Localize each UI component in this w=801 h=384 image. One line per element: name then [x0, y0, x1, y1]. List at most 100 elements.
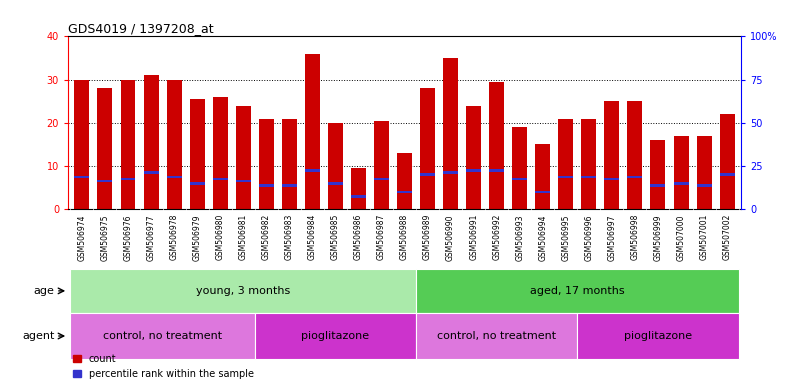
- Bar: [213, 97, 227, 209]
- Bar: [259, 119, 274, 209]
- Bar: [535, 144, 550, 209]
- Bar: [512, 127, 527, 209]
- Text: GSM506981: GSM506981: [239, 214, 248, 260]
- Text: age: age: [34, 286, 54, 296]
- Bar: [605, 178, 619, 180]
- Text: GSM506974: GSM506974: [78, 214, 87, 260]
- Text: control, no treatment: control, no treatment: [437, 331, 556, 341]
- Bar: [351, 168, 366, 209]
- Bar: [282, 184, 297, 187]
- Bar: [443, 171, 458, 174]
- Bar: [70, 313, 255, 359]
- Bar: [674, 136, 689, 209]
- Bar: [605, 101, 619, 209]
- Text: GSM506976: GSM506976: [123, 214, 132, 260]
- Bar: [143, 171, 159, 174]
- Text: GSM506977: GSM506977: [147, 214, 155, 260]
- Bar: [74, 80, 90, 209]
- Text: GSM506996: GSM506996: [585, 214, 594, 260]
- Bar: [697, 184, 711, 187]
- Bar: [674, 182, 689, 185]
- Bar: [255, 313, 416, 359]
- Text: GSM506978: GSM506978: [170, 214, 179, 260]
- Text: GDS4019 / 1397208_at: GDS4019 / 1397208_at: [68, 22, 214, 35]
- Text: GSM506980: GSM506980: [215, 214, 224, 260]
- Bar: [512, 178, 527, 180]
- Bar: [305, 169, 320, 172]
- Bar: [190, 182, 204, 185]
- Text: GSM506991: GSM506991: [469, 214, 478, 260]
- Bar: [120, 178, 135, 180]
- Text: pioglitazone: pioglitazone: [624, 331, 692, 341]
- Bar: [259, 184, 274, 187]
- Bar: [328, 123, 343, 209]
- Text: GSM506993: GSM506993: [515, 214, 524, 260]
- Bar: [578, 313, 739, 359]
- Bar: [420, 88, 435, 209]
- Bar: [466, 169, 481, 172]
- Text: GSM506990: GSM506990: [446, 214, 455, 260]
- Bar: [719, 174, 735, 176]
- Text: GSM506997: GSM506997: [607, 214, 617, 260]
- Bar: [190, 99, 204, 209]
- Bar: [719, 114, 735, 209]
- Legend: count, percentile rank within the sample: count, percentile rank within the sample: [73, 354, 253, 379]
- Text: GSM506986: GSM506986: [354, 214, 363, 260]
- Bar: [120, 80, 135, 209]
- Text: GSM506975: GSM506975: [100, 214, 110, 260]
- Text: GSM506982: GSM506982: [262, 214, 271, 260]
- Bar: [74, 175, 90, 178]
- Text: GSM506992: GSM506992: [492, 214, 501, 260]
- Bar: [466, 106, 481, 209]
- Bar: [305, 54, 320, 209]
- Bar: [397, 153, 412, 209]
- Text: GSM506988: GSM506988: [400, 214, 409, 260]
- Bar: [167, 175, 182, 178]
- Bar: [627, 175, 642, 178]
- Text: GSM506999: GSM506999: [654, 214, 662, 260]
- Bar: [489, 169, 504, 172]
- Bar: [443, 58, 458, 209]
- Bar: [582, 119, 596, 209]
- Bar: [627, 101, 642, 209]
- Bar: [397, 191, 412, 193]
- Bar: [328, 182, 343, 185]
- Bar: [416, 269, 739, 313]
- Bar: [374, 121, 389, 209]
- Bar: [98, 180, 112, 182]
- Text: GSM506994: GSM506994: [538, 214, 547, 260]
- Text: GSM506989: GSM506989: [423, 214, 432, 260]
- Text: control, no treatment: control, no treatment: [103, 331, 222, 341]
- Bar: [420, 174, 435, 176]
- Text: GSM506998: GSM506998: [630, 214, 639, 260]
- Bar: [374, 178, 389, 180]
- Bar: [650, 184, 666, 187]
- Bar: [558, 175, 574, 178]
- Text: pioglitazone: pioglitazone: [301, 331, 369, 341]
- Text: GSM506985: GSM506985: [331, 214, 340, 260]
- Bar: [235, 106, 251, 209]
- Text: GSM506987: GSM506987: [377, 214, 386, 260]
- Text: GSM507000: GSM507000: [677, 214, 686, 260]
- Bar: [697, 136, 711, 209]
- Bar: [143, 75, 159, 209]
- Bar: [70, 269, 416, 313]
- Bar: [650, 140, 666, 209]
- Bar: [535, 191, 550, 193]
- Text: GSM506983: GSM506983: [285, 214, 294, 260]
- Bar: [213, 178, 227, 180]
- Text: aged, 17 months: aged, 17 months: [530, 286, 625, 296]
- Bar: [98, 88, 112, 209]
- Bar: [351, 195, 366, 198]
- Bar: [235, 180, 251, 182]
- Text: GSM507001: GSM507001: [699, 214, 709, 260]
- Text: GSM506995: GSM506995: [562, 214, 570, 260]
- Bar: [582, 175, 596, 178]
- Bar: [416, 313, 578, 359]
- Bar: [558, 119, 574, 209]
- Text: GSM506979: GSM506979: [192, 214, 202, 260]
- Bar: [489, 82, 504, 209]
- Text: agent: agent: [22, 331, 54, 341]
- Text: GSM507002: GSM507002: [723, 214, 731, 260]
- Bar: [167, 80, 182, 209]
